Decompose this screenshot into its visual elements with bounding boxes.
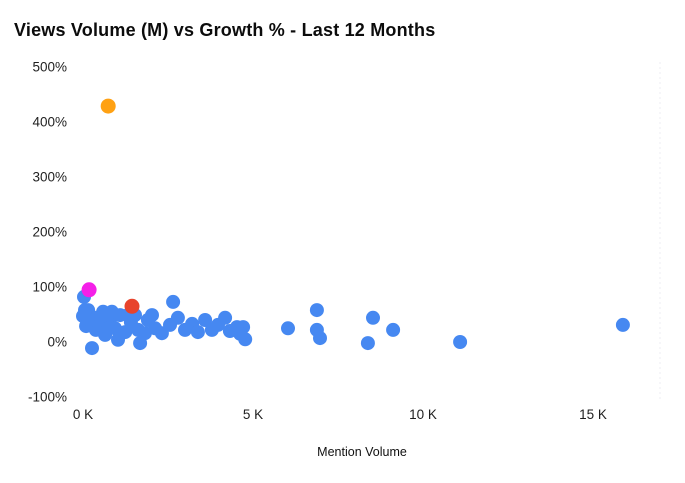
data-point-blue[interactable] bbox=[198, 313, 213, 327]
data-point-blue[interactable] bbox=[190, 325, 205, 340]
data-point-blue[interactable] bbox=[360, 336, 375, 351]
data-point-blue[interactable] bbox=[170, 310, 185, 325]
data-point-blue[interactable] bbox=[615, 317, 630, 332]
y-axis-tick-labels: 500% 400% 300% 200% 100% 0% -100% bbox=[28, 60, 67, 405]
data-point-blue[interactable] bbox=[104, 304, 119, 319]
chart-title: Views Volume (M) vs Growth % - Last 12 M… bbox=[14, 20, 435, 40]
data-point-blue[interactable] bbox=[366, 310, 380, 325]
data-point-orange[interactable] bbox=[100, 98, 116, 114]
y-axis-tick-label: 0% bbox=[47, 335, 67, 350]
data-point-red[interactable] bbox=[124, 298, 140, 314]
data-point-blue[interactable] bbox=[166, 294, 181, 309]
y-axis-tick-label: 300% bbox=[32, 170, 67, 185]
x-axis-tick-label: 10 K bbox=[409, 407, 437, 422]
data-point-blue[interactable] bbox=[453, 335, 468, 349]
data-point-blue[interactable] bbox=[101, 321, 116, 336]
data-point-blue[interactable] bbox=[281, 321, 295, 336]
data-point-blue[interactable] bbox=[386, 322, 401, 337]
data-point-blue[interactable] bbox=[111, 332, 125, 347]
data-point-blue[interactable] bbox=[233, 326, 248, 341]
x-axis-tick-labels: 0 K 5 K 10 K 15 K bbox=[73, 407, 607, 422]
data-point-blue[interactable] bbox=[218, 310, 233, 325]
y-axis-tick-label: -100% bbox=[28, 390, 67, 405]
data-point-blue[interactable] bbox=[313, 331, 327, 346]
y-axis-tick-label: 500% bbox=[32, 60, 67, 75]
plot-points bbox=[76, 98, 630, 356]
y-axis-tick-label: 100% bbox=[32, 280, 67, 295]
x-axis-tick-label: 0 K bbox=[73, 407, 93, 422]
data-point-blue[interactable] bbox=[85, 341, 99, 356]
y-axis-tick-label: 400% bbox=[32, 115, 67, 130]
x-axis-tick-label: 5 K bbox=[243, 407, 263, 422]
x-axis-tick-label: 15 K bbox=[579, 407, 607, 422]
data-point-magenta[interactable] bbox=[81, 282, 97, 298]
x-axis-title: Mention Volume bbox=[317, 445, 407, 459]
data-point-blue[interactable] bbox=[309, 303, 324, 318]
y-axis-tick-label: 200% bbox=[32, 225, 67, 240]
data-point-blue[interactable] bbox=[78, 303, 92, 318]
